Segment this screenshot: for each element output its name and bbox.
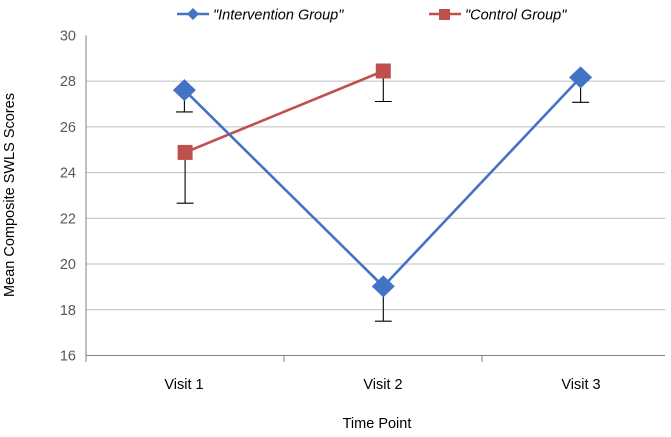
svg-text:16: 16 [60,349,76,365]
svg-text:Time Point: Time Point [343,416,412,432]
svg-text:Visit 1: Visit 1 [164,377,203,393]
svg-text:20: 20 [60,257,76,273]
svg-text:Visit 3: Visit 3 [561,377,600,393]
svg-text:30: 30 [60,29,76,45]
svg-text:"Intervention Group": "Intervention Group" [213,8,344,24]
svg-text:28: 28 [60,74,76,90]
svg-text:22: 22 [60,211,76,227]
svg-text:"Control Group": "Control Group" [465,8,567,24]
svg-text:18: 18 [60,303,76,319]
svg-text:24: 24 [60,166,76,182]
svg-text:Mean Composite SWLS Scores: Mean Composite SWLS Scores [2,93,18,297]
svg-text:Visit 2: Visit 2 [363,377,402,393]
svg-text:26: 26 [60,120,76,136]
